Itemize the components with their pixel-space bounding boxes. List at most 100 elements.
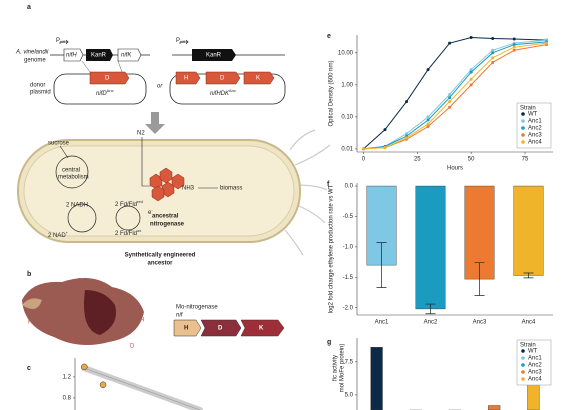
gene-k <box>243 71 275 85</box>
nh3: NH3 <box>182 186 195 192</box>
data-point <box>469 77 473 81</box>
legend-label: Anc4 <box>528 377 542 383</box>
kanr-label: KanR <box>206 53 222 59</box>
bar <box>370 347 383 410</box>
panel-a: PnifH A. vinelandii genome nifH KanR nif… <box>15 38 286 134</box>
data-point <box>469 68 473 72</box>
panel-labels: a b c e f g <box>27 4 331 372</box>
y-tick-label: 0.8 <box>63 395 72 401</box>
cycle <box>55 155 89 189</box>
y-axis-label: mol MoFe protein) <box>340 344 346 393</box>
down-arrow <box>145 112 165 134</box>
gene-k <box>240 319 285 337</box>
gene-d <box>200 319 242 337</box>
y-tick-label: 1.2 <box>63 374 72 380</box>
gene-label: K <box>256 76 260 82</box>
error-bar <box>376 242 387 288</box>
operon: nif <box>176 313 184 319</box>
nad: 2 NAD+ <box>48 230 69 239</box>
gene-h <box>175 71 201 85</box>
legend-title: Strain <box>520 343 536 349</box>
gene-label: H <box>184 326 188 332</box>
fd-red: 2 Fd/Fldred <box>115 199 143 208</box>
kanr <box>192 49 236 61</box>
plasmid-label: nifDAnc <box>96 88 114 97</box>
legend-swatch <box>521 140 525 144</box>
data-point <box>512 43 516 47</box>
gene-label: D <box>220 76 225 82</box>
cycle <box>115 205 141 231</box>
gene-d <box>205 71 241 85</box>
plasmid-word: plasmid <box>30 90 51 96</box>
panel-label: a <box>27 4 31 11</box>
data-point <box>491 48 495 52</box>
gene <box>117 48 142 62</box>
y-tick-label: -2.0 <box>343 305 354 311</box>
subunit-label: H <box>140 318 144 324</box>
legend-label: Anc4 <box>528 140 542 146</box>
error-bar <box>474 262 485 296</box>
data-point <box>469 83 473 87</box>
ancestral: ancestral <box>152 214 179 220</box>
kanr-label: KanR <box>91 53 107 59</box>
sucrose: sucrose <box>48 141 70 147</box>
legend-label: Anc3 <box>528 370 542 376</box>
n2: N2 <box>137 131 145 137</box>
biomass: biomass <box>220 186 242 192</box>
data-point <box>491 51 495 55</box>
bar <box>488 405 501 410</box>
protein-subunit <box>22 298 42 309</box>
y-tick-label: 5.0 <box>345 392 354 398</box>
protein-structure <box>22 278 144 346</box>
data-point <box>512 48 516 52</box>
legend-swatch <box>521 112 525 116</box>
data-point <box>426 68 430 72</box>
data-point <box>491 36 495 40</box>
x-tick-label: 75 <box>522 157 529 163</box>
data-point <box>545 41 549 45</box>
data-point <box>448 100 452 104</box>
data-point <box>361 147 365 151</box>
data-point <box>491 60 495 64</box>
y-tick-label: 0.0 <box>345 184 354 190</box>
data-point <box>448 105 452 109</box>
cell: sucrose central metabolism 2 NADH 2 NAD+… <box>17 129 331 267</box>
legend-swatch <box>521 356 525 360</box>
gene-label: D <box>105 76 110 82</box>
panel-label: b <box>27 271 31 278</box>
caption: ancestor <box>147 261 173 267</box>
data-point <box>383 146 387 150</box>
panel-label: f <box>327 181 330 188</box>
flagella <box>284 129 331 256</box>
promoter-arrow <box>59 39 69 45</box>
legend-label: Anc2 <box>528 363 542 369</box>
data-point <box>469 36 473 40</box>
data-point <box>448 41 452 45</box>
data-point <box>448 96 452 100</box>
gene-label: D <box>218 326 223 332</box>
genome: genome <box>24 58 46 64</box>
metabolism: metabolism <box>58 175 89 181</box>
data-point <box>81 363 88 371</box>
legend-label: Anc1 <box>528 119 542 125</box>
data-point <box>426 122 430 126</box>
data-point <box>512 45 516 49</box>
crossover <box>81 60 123 73</box>
gene <box>63 48 84 62</box>
subunit-label: K <box>112 294 116 300</box>
subunit-label: D <box>78 279 83 285</box>
y-tick-label: 1.00 <box>341 82 353 88</box>
legend-swatch <box>521 370 525 374</box>
cycle <box>67 203 97 233</box>
x-tick-label: Anc4 <box>522 320 536 326</box>
y-tick-label: -0.5 <box>343 214 354 220</box>
legend-swatch <box>521 377 525 381</box>
gene-label: nifH <box>66 53 77 59</box>
nitrogenase-icon <box>149 167 185 202</box>
legend-swatch <box>521 119 525 123</box>
legend-swatch <box>521 133 525 137</box>
x-tick-label: Anc3 <box>473 320 487 326</box>
data-point <box>426 115 430 119</box>
data-point <box>426 125 430 129</box>
data-point <box>405 132 409 136</box>
